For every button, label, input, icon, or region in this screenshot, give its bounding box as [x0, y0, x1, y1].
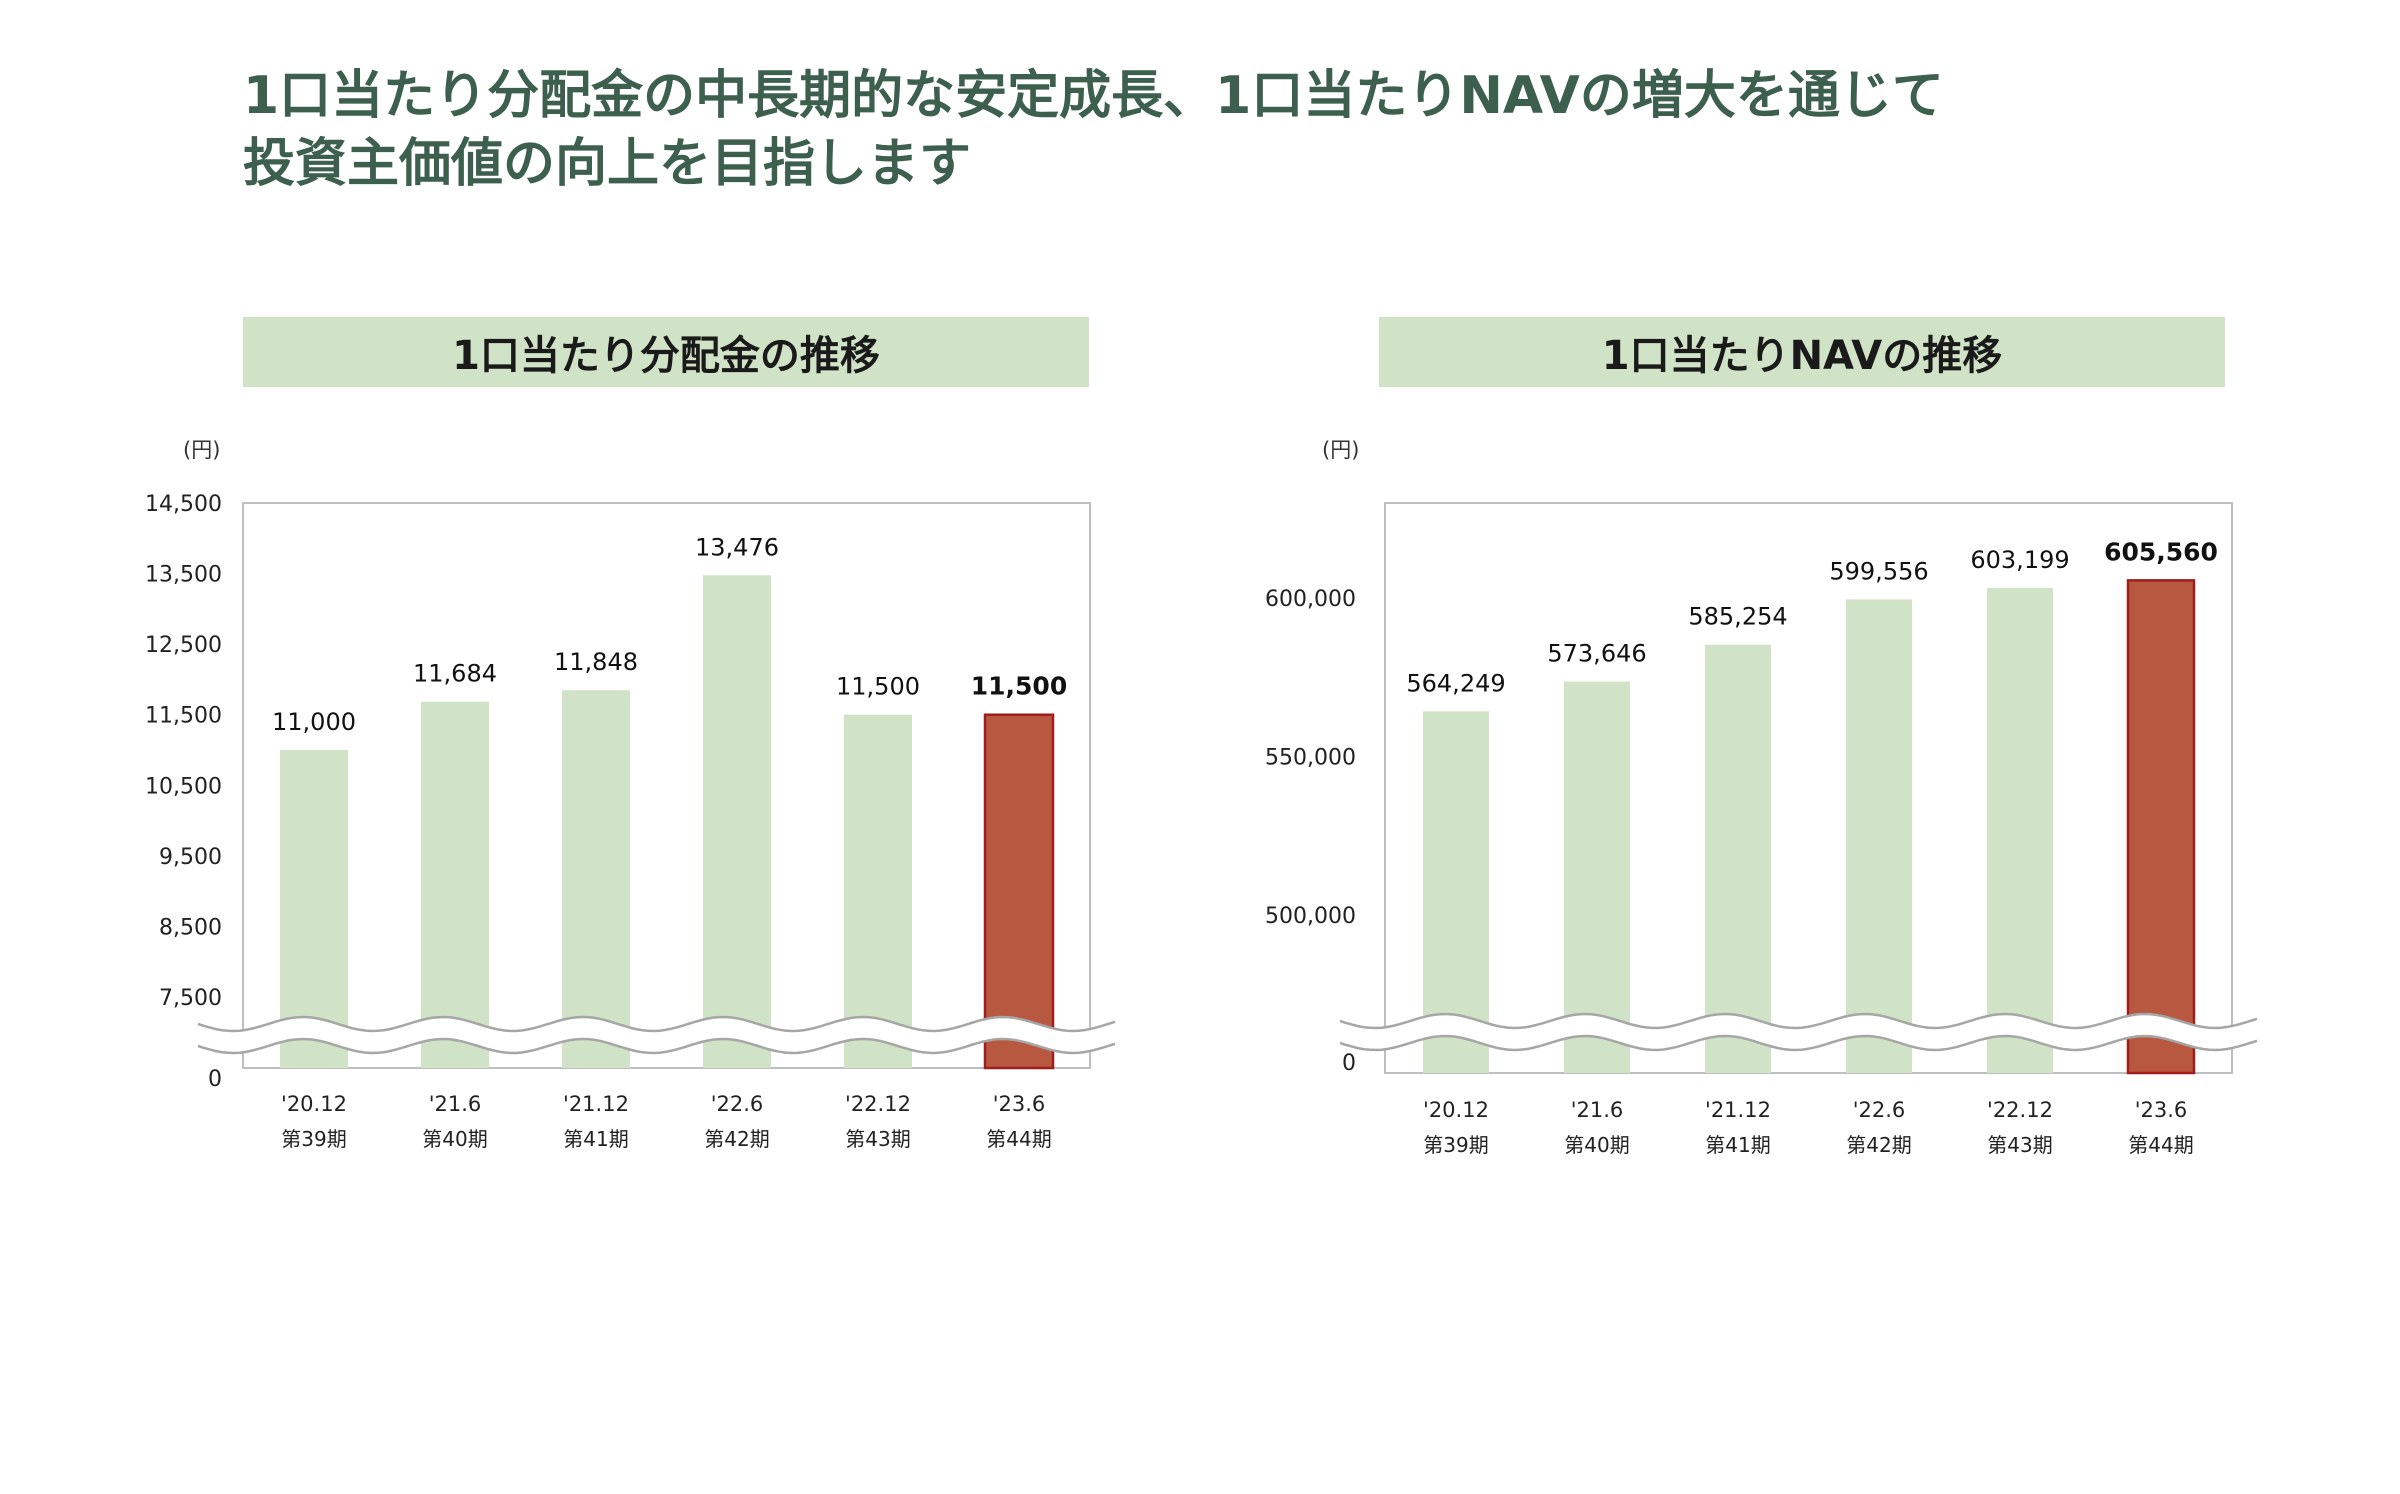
nav-unit-label: (円) — [1322, 438, 1359, 462]
headline-line-1: 1口当たり分配金の中長期的な安定成長、1口当たりNAVの増大を通じて — [243, 66, 1944, 126]
dist-plot-frame — [242, 502, 1091, 1069]
dist-data-label: 11,684 — [413, 660, 497, 688]
nav-period-label: 第40期 — [1564, 1133, 1629, 1157]
nav-plot-frame — [1384, 502, 2233, 1074]
dist-data-label: 11,848 — [554, 648, 638, 676]
nav-ytick-zero: 0 — [1342, 1051, 1356, 1076]
dist-period-label: 第41期 — [563, 1127, 628, 1151]
dist-ytick-label: 10,500 — [145, 774, 222, 799]
nav-data-label: 605,560 — [2104, 537, 2218, 566]
nav-axis-break-band — [1340, 1014, 2257, 1050]
nav-period-label: 第41期 — [1705, 1133, 1770, 1157]
nav-category-label: '20.12 — [1423, 1098, 1489, 1122]
nav-data-label: 603,199 — [1970, 546, 2069, 574]
dist-period-label: 第40期 — [422, 1127, 487, 1151]
nav-data-label: 599,556 — [1829, 557, 1928, 585]
dist-ytick-label: 14,500 — [145, 492, 222, 517]
nav-ytick-label: 600,000 — [1265, 587, 1356, 612]
nav-ytick-label: 500,000 — [1265, 904, 1356, 929]
dist-axis-break-line-top — [197, 1015, 1116, 1033]
dist-category-label: '22.12 — [845, 1092, 911, 1116]
dist-data-label: 11,000 — [272, 708, 356, 736]
nav-data-label: 564,249 — [1406, 669, 1505, 697]
nav-bar — [1423, 711, 1489, 1073]
dist-category-label: '20.12 — [281, 1092, 347, 1116]
nav-bar — [1846, 599, 1912, 1073]
nav-data-label: 585,254 — [1688, 603, 1787, 631]
dist-bar — [421, 701, 489, 1068]
headline-line-2: 投資主価値の向上を目指します — [243, 134, 972, 194]
dist-category-label: '21.6 — [429, 1092, 482, 1116]
nav-axis-break-line-top — [1339, 1012, 2258, 1030]
nav-bar — [2126, 579, 2196, 1075]
dist-category-label: '22.6 — [711, 1092, 764, 1116]
dist-data-label: 11,500 — [836, 673, 920, 701]
nav-period-label: 第44期 — [2128, 1133, 2193, 1157]
dist-ytick-label: 11,500 — [145, 704, 222, 729]
dist-ytick-label: 8,500 — [159, 915, 222, 940]
nav-category-label: '22.6 — [1853, 1098, 1906, 1122]
dist-period-label: 第39期 — [281, 1127, 346, 1151]
dist-period-label: 第43期 — [845, 1127, 910, 1151]
dist-bar — [562, 690, 630, 1068]
dist-axis-break-band — [198, 1017, 1115, 1053]
nav-ytick-label: 550,000 — [1265, 746, 1356, 771]
dist-bar — [983, 713, 1055, 1070]
nav-bar — [1705, 644, 1771, 1073]
dist-ytick-label: 12,500 — [145, 633, 222, 658]
nav-category-label: '21.12 — [1705, 1098, 1771, 1122]
dist-ytick-label: 13,500 — [145, 563, 222, 588]
nav-data-label: 573,646 — [1547, 640, 1646, 668]
dist-bar — [280, 750, 348, 1068]
dist-bar — [844, 714, 912, 1068]
dist-data-label: 13,476 — [695, 533, 779, 561]
dist-category-label: '21.12 — [563, 1092, 629, 1116]
dist-period-label: 第42期 — [704, 1127, 769, 1151]
dist-ytick-label: 9,500 — [159, 845, 222, 870]
dist-bar — [703, 575, 771, 1068]
nav-bar — [1987, 587, 2053, 1073]
dist-category-label: '23.6 — [993, 1092, 1046, 1116]
dist-unit-label: (円) — [183, 438, 220, 462]
dist-data-label: 11,500 — [971, 672, 1067, 701]
nav-category-label: '21.6 — [1571, 1098, 1624, 1122]
nav-category-label: '23.6 — [2135, 1098, 2188, 1122]
nav-bar — [1564, 681, 1630, 1073]
nav-axis-break-line-bottom — [1339, 1034, 2258, 1052]
nav-period-label: 第39期 — [1423, 1133, 1488, 1157]
nav-period-label: 第42期 — [1846, 1133, 1911, 1157]
nav-period-label: 第43期 — [1987, 1133, 2052, 1157]
chart-title-nav: 1口当たりNAVの推移 — [1379, 317, 2225, 387]
dist-period-label: 第44期 — [986, 1127, 1051, 1151]
dist-axis-break-line-bottom — [197, 1037, 1116, 1055]
dist-ytick-label: 7,500 — [159, 986, 222, 1011]
dist-ytick-zero: 0 — [208, 1067, 222, 1092]
nav-category-label: '22.12 — [1987, 1098, 2053, 1122]
chart-title-distribution: 1口当たり分配金の推移 — [243, 317, 1089, 387]
page-headline: 1口当たり分配金の中長期的な安定成長、1口当たりNAVの増大を通じて 投資主価値… — [243, 62, 2143, 198]
